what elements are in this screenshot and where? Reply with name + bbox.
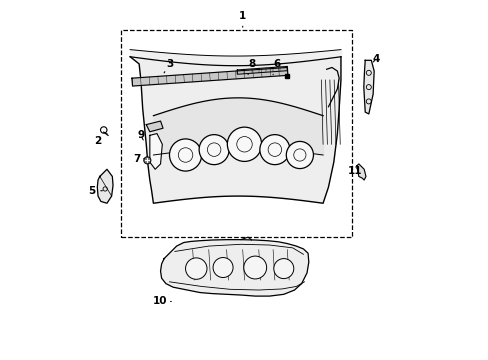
- Polygon shape: [132, 67, 287, 86]
- Text: 9: 9: [137, 130, 144, 140]
- Text: 4: 4: [372, 54, 380, 64]
- Polygon shape: [160, 240, 308, 296]
- Text: 2: 2: [94, 134, 107, 146]
- Text: 10: 10: [153, 296, 171, 306]
- Circle shape: [143, 157, 151, 164]
- Polygon shape: [146, 121, 163, 132]
- Text: 5: 5: [88, 186, 102, 196]
- Circle shape: [273, 258, 293, 279]
- Polygon shape: [149, 134, 162, 169]
- Text: 8: 8: [247, 59, 255, 75]
- Polygon shape: [363, 60, 373, 114]
- Polygon shape: [97, 169, 113, 203]
- Polygon shape: [356, 164, 365, 180]
- Circle shape: [169, 139, 201, 171]
- Text: 6: 6: [272, 59, 280, 75]
- Circle shape: [259, 135, 289, 165]
- Circle shape: [185, 258, 206, 279]
- Circle shape: [285, 141, 313, 168]
- Polygon shape: [130, 57, 340, 203]
- Text: 7: 7: [133, 154, 144, 163]
- Circle shape: [199, 135, 229, 165]
- Text: 1: 1: [239, 11, 246, 27]
- Circle shape: [227, 127, 261, 161]
- Circle shape: [213, 257, 233, 278]
- Circle shape: [244, 256, 266, 279]
- Polygon shape: [237, 66, 287, 74]
- Bar: [121, 30, 351, 237]
- Text: 3: 3: [164, 59, 173, 73]
- Text: 11: 11: [347, 166, 362, 176]
